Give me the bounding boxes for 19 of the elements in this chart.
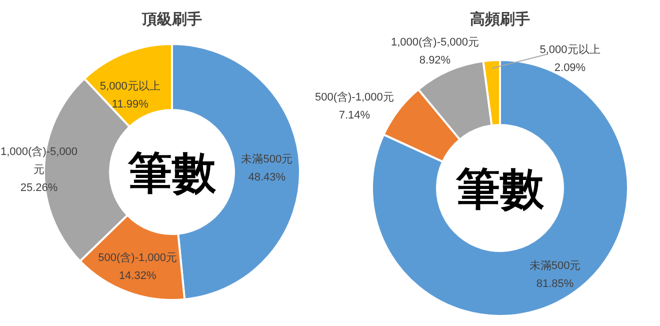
chart-title: 頂級刷手 bbox=[141, 11, 202, 28]
data-label: 48.43% bbox=[248, 171, 286, 184]
data-label: 81.85% bbox=[536, 278, 574, 290]
data-label: 7.14% bbox=[338, 109, 370, 122]
slice-label: 5,000元以上 bbox=[100, 79, 160, 92]
slice-label: 5,000元以上 bbox=[540, 43, 600, 56]
data-label: 2.09% bbox=[554, 62, 586, 74]
text: 筆數 bbox=[455, 165, 545, 214]
text: 筆數 bbox=[127, 149, 217, 198]
chart-title: 高頻刷手 bbox=[470, 10, 530, 28]
slice-label: 1,000(含)-5,000元 bbox=[390, 36, 480, 49]
data-label: 25.26% bbox=[20, 182, 58, 194]
data-label: 8.92% bbox=[419, 54, 451, 67]
slice-label: 500(含)-1,000元 bbox=[98, 250, 178, 264]
data-label: 11.99% bbox=[112, 98, 149, 110]
slice-label: 500(含)-1,000元 bbox=[314, 90, 394, 104]
data-label: 14.32% bbox=[118, 270, 156, 282]
slice-label: 未滿500元 bbox=[241, 152, 293, 166]
slice-label: 未滿500元 bbox=[529, 258, 581, 272]
